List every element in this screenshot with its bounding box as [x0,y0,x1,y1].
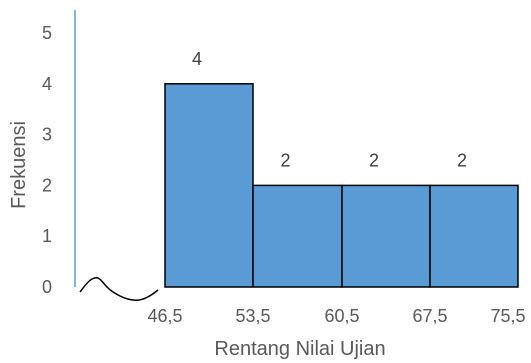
bar-data-label: 2 [369,150,379,170]
histogram-bar [341,184,431,288]
x-tick-label: 46,5 [147,306,182,326]
x-tick-labels: 46,5 53,5 60,5 67,5 75,5 [147,306,525,326]
x-tick-label: 67,5 [412,306,447,326]
x-axis-title: Rentang Nilai Ujian [214,338,385,360]
y-tick-label: 0 [42,277,52,297]
bar-data-label: 2 [280,150,290,170]
x-axis-break-line [79,276,159,302]
histogram-bar [164,83,254,288]
y-tick-labels: 0 1 2 3 4 5 [42,23,52,297]
x-tick-label: 53,5 [235,306,270,326]
x-tick-label: 60,5 [324,306,359,326]
y-tick-label: 1 [42,226,52,246]
histogram-bar [252,184,343,288]
x-tick-label: 75,5 [490,306,525,326]
y-tick-label: 2 [42,175,52,195]
y-tick-label: 3 [42,125,52,145]
bar-data-label: 2 [457,150,467,170]
y-tick-label: 5 [42,23,52,43]
y-axis-title: Frekuensi [8,121,30,209]
y-tick-label: 4 [42,74,52,94]
histogram-bar [429,184,519,288]
bar-data-labels: 4 2 2 2 [192,49,467,171]
bar-data-label: 4 [192,49,202,69]
histogram-bars [164,83,519,288]
